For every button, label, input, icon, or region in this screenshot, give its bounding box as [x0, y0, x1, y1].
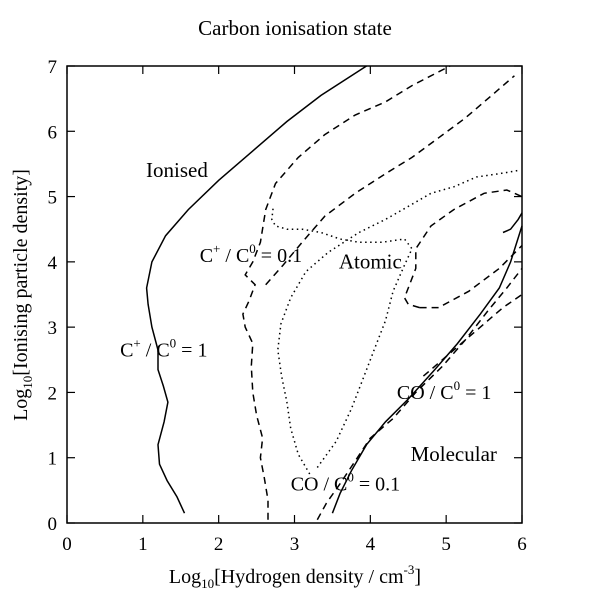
- region-label-ionised: Ionised: [146, 158, 208, 182]
- plot-area: 0 1 2 3 4 5 6 0 1 2 3 4 5 6 7 Ionised Atomic Molecular C…: [48, 57, 527, 555]
- contour-label-2: C+ / C0 = 1: [120, 336, 207, 362]
- chart-title: Carbon ionisation state: [198, 16, 392, 40]
- contour-label-3: CO / C0 = 1: [397, 378, 491, 404]
- x-tick-label: 5: [441, 534, 451, 555]
- contour-line-6: [403, 189, 523, 309]
- y-axis-label: Log10[Ionising particle density]: [10, 169, 35, 421]
- y-tick-label: 1: [48, 449, 58, 470]
- contour-line-9: [271, 206, 413, 468]
- contour-label-4: CO / C0 = 0.1: [291, 469, 400, 495]
- contour-line-7: [419, 244, 523, 309]
- contour-curves: [145, 65, 523, 521]
- contour-line-10: [331, 225, 523, 514]
- contour-label-1: C+ / C0 = 0.1: [200, 241, 302, 267]
- region-labels: Ionised Atomic Molecular: [146, 158, 497, 466]
- contour-line-1: [145, 65, 367, 514]
- contour-line-4: [316, 267, 523, 521]
- x-tick-label: 3: [290, 534, 300, 555]
- y-tick-label: 7: [48, 57, 58, 78]
- y-tick-label: 4: [48, 253, 58, 274]
- x-tick-label: 6: [517, 534, 527, 555]
- region-label-molecular: Molecular: [411, 442, 497, 466]
- contour-line-11: [502, 212, 523, 234]
- x-tick-label: 2: [214, 534, 224, 555]
- contour-labels: C+ / C0 = 0.1 C+ / C0 = 1 CO / C0 = 1 CO / …: [120, 241, 491, 496]
- x-tick-label: 4: [366, 534, 376, 555]
- y-tick-label: 0: [48, 514, 58, 535]
- y-tick-label: 6: [48, 122, 58, 143]
- contour-line-5: [422, 293, 523, 377]
- axis-ticks: 0 1 2 3 4 5 6 0 1 2 3 4 5 6 7: [48, 57, 527, 555]
- x-tick-label: 1: [138, 534, 148, 555]
- region-label-atomic: Atomic: [339, 249, 402, 273]
- x-tick-label: 0: [62, 534, 72, 555]
- y-tick-label: 5: [48, 188, 58, 209]
- x-axis-label: Log10[Hydrogen density / cm-3]: [169, 562, 421, 590]
- y-tick-label: 2: [48, 383, 58, 404]
- contour-line-8: [277, 169, 519, 475]
- contour-line-2: [242, 65, 451, 520]
- y-tick-label: 3: [48, 318, 58, 339]
